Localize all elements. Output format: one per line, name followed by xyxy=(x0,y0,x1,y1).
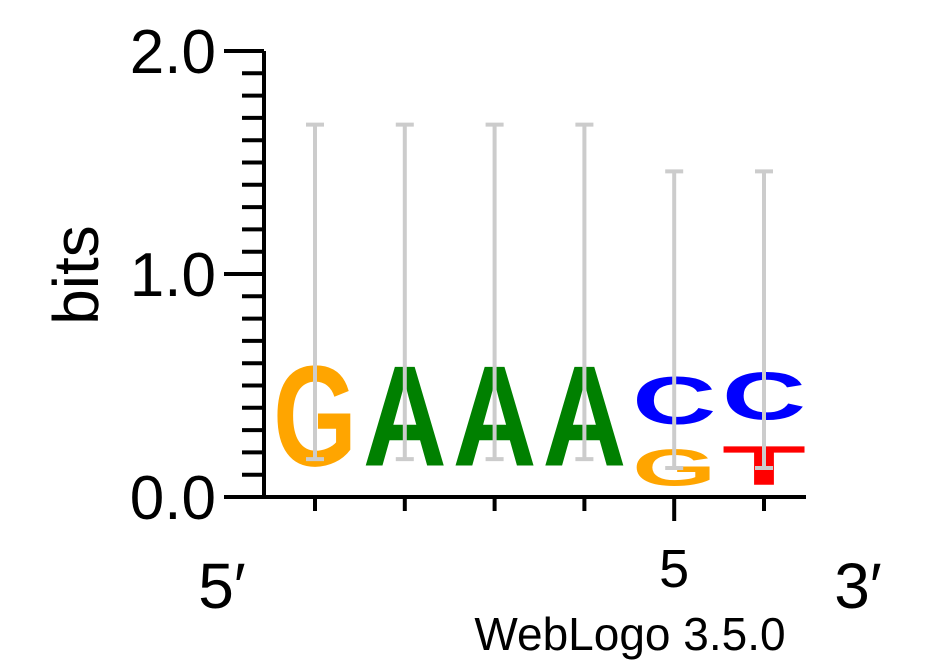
axes: 0.0 1.0 2.0 5 xyxy=(130,18,806,599)
end-label-3prime: 3′ xyxy=(834,550,882,622)
y-tick-label: 2.0 xyxy=(130,18,216,87)
end-label-5prime: 5′ xyxy=(198,550,246,622)
footer-credit: WebLogo 3.5.0 xyxy=(474,608,785,660)
y-tick-label: 1.0 xyxy=(130,241,216,310)
x-tick-label: 5 xyxy=(659,539,689,599)
letter-stacks: GAAAGCTC xyxy=(273,336,806,497)
y-tick-label: 0.0 xyxy=(130,464,216,533)
error-bars xyxy=(306,122,773,471)
y-axis-label: bits xyxy=(40,225,112,325)
